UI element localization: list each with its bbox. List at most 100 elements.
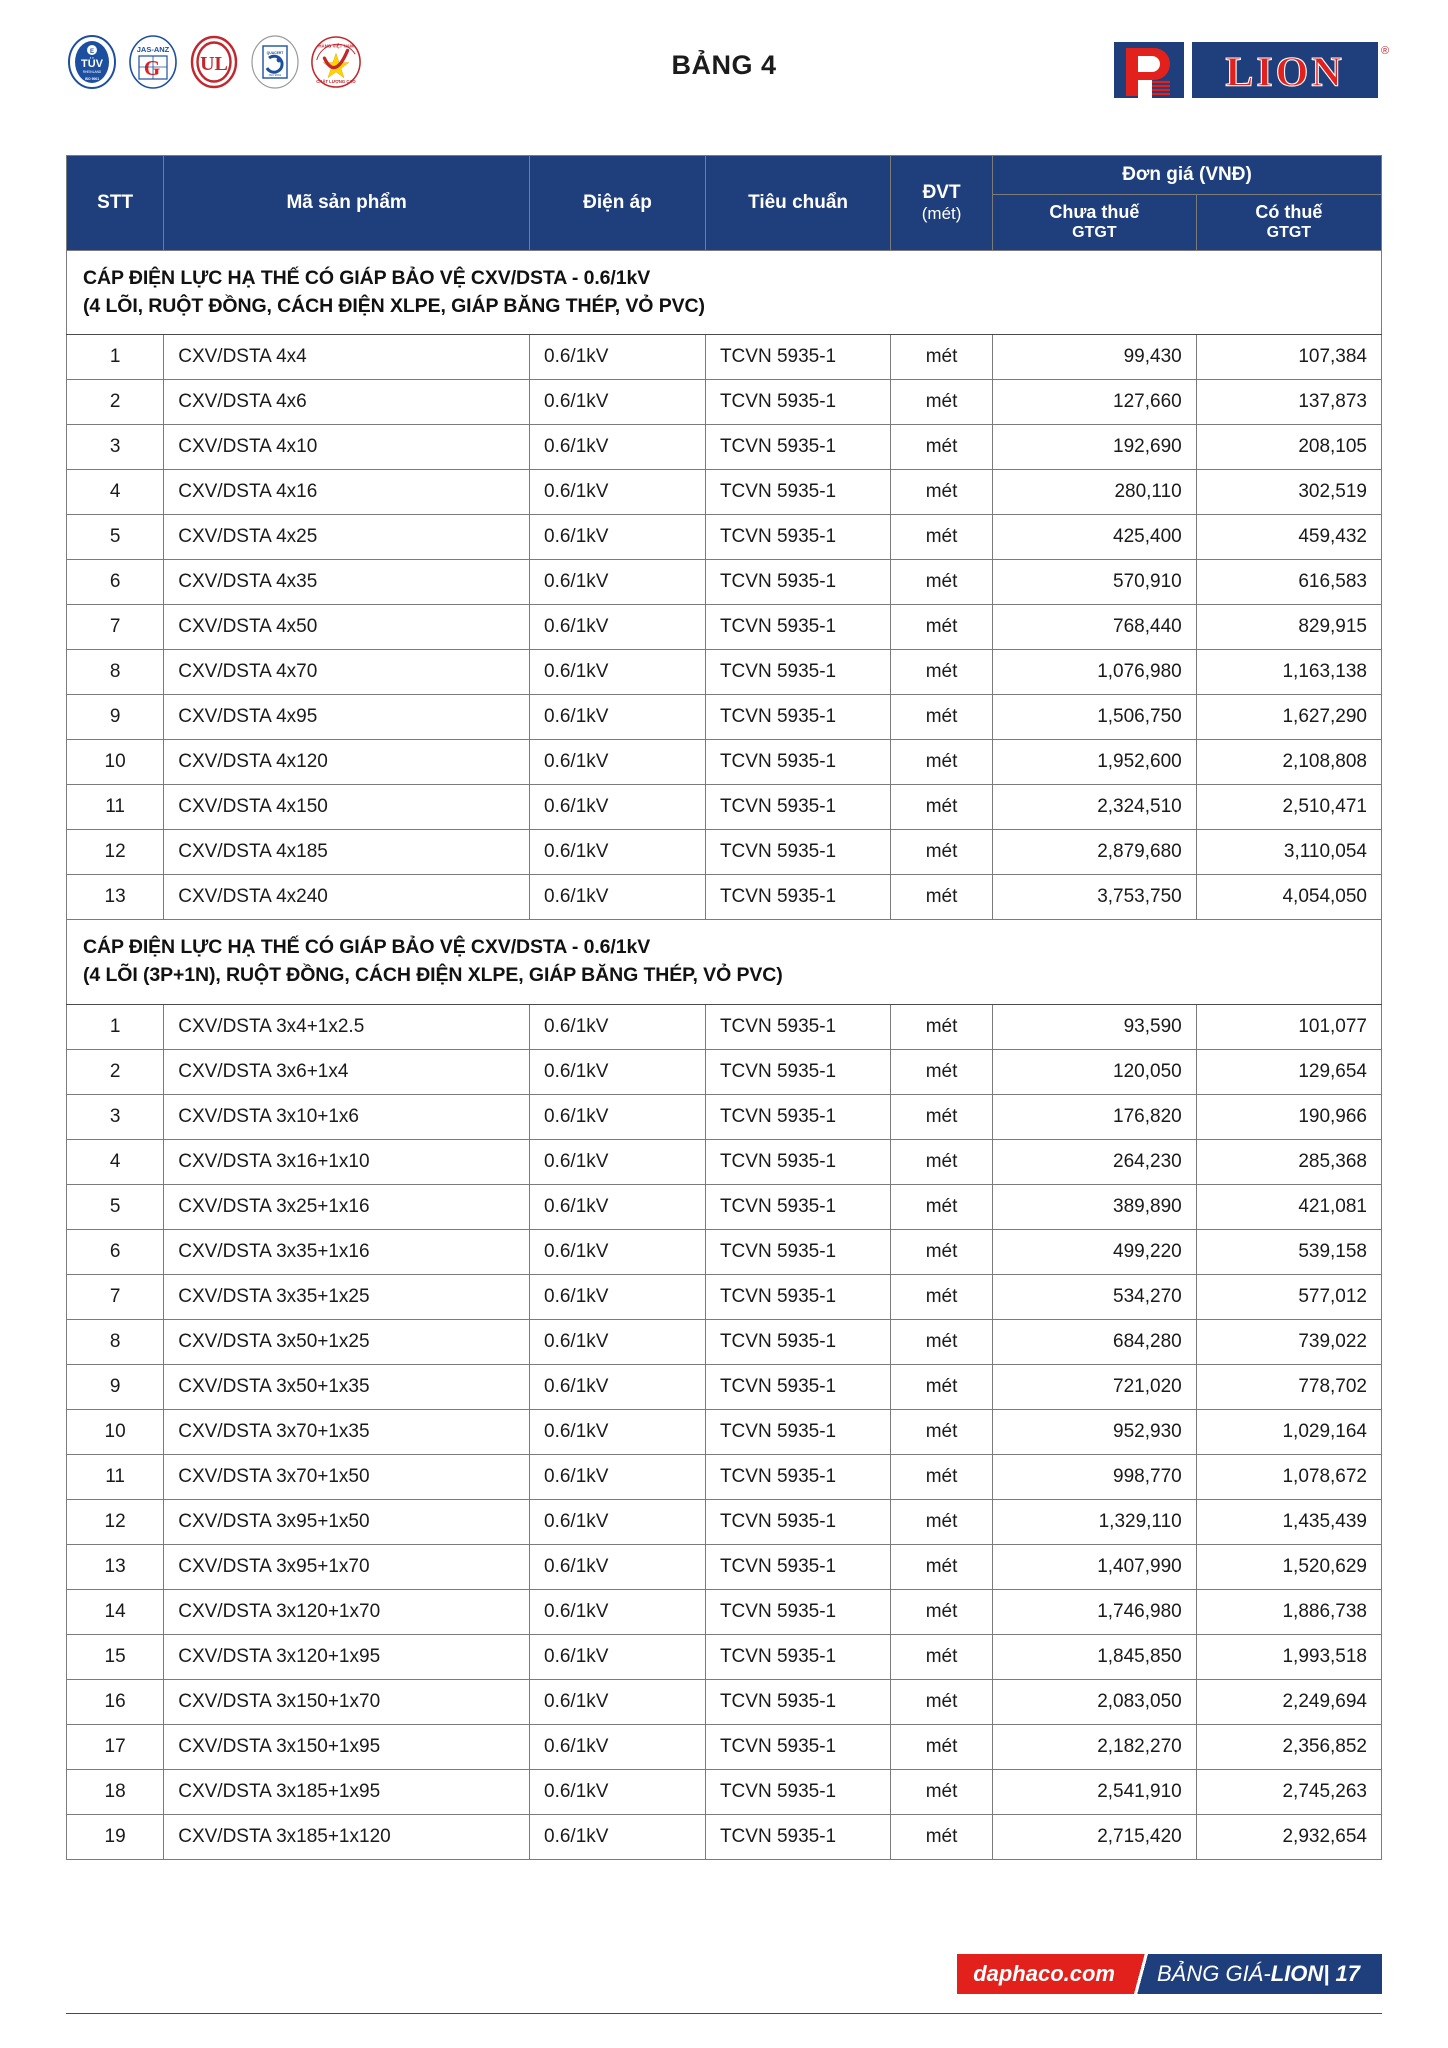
- footer-website[interactable]: daphaco.com: [957, 1954, 1129, 1994]
- section-title-line-1: CÁP ĐIỆN LỰC HẠ THẾ CÓ GIÁP BẢO VỆ CXV/D…: [83, 936, 651, 959]
- row-voltage: 0.6/1kV: [529, 604, 706, 651]
- row-standard: TCVN 5935-1: [704, 334, 892, 381]
- row-voltage: 0.6/1kV: [529, 1678, 706, 1725]
- column-header-price-before-tax: Chưa thuế GTGT: [992, 194, 1197, 251]
- row-price-before-tax: 1,952,600: [992, 739, 1197, 786]
- svg-text:CHẤT LƯỢNG CAO: CHẤT LƯỢNG CAO: [316, 79, 356, 84]
- row-price-after-tax: 1,163,138: [1195, 649, 1383, 696]
- column-header-voltage: Điện áp: [529, 155, 706, 251]
- row-price-before-tax: 389,890: [992, 1183, 1197, 1230]
- section-title-cell: CÁP ĐIỆN LỰC HẠ THẾ CÓ GIÁP BẢO VỆ CXV/D…: [66, 249, 1382, 336]
- row-stt: 3: [65, 424, 165, 471]
- table-row: 10 CXV/DSTA 3x70+1x35 0.6/1kV TCVN 5935-1 mé…: [65, 1408, 1383, 1455]
- table-row: 1 CXV/DSTA 4x4 0.6/1kV TCVN 5935-1 mét 99,430…: [65, 334, 1383, 381]
- section-title-row: CÁP ĐIỆN LỰC HẠ THẾ CÓ GIÁP BẢO VỆ CXV/D…: [66, 919, 1382, 1005]
- ul-certification-logo: UL: [188, 34, 240, 90]
- footer-page-number: | 17: [1323, 1961, 1360, 1986]
- row-price-before-tax: 2,324,510: [992, 784, 1197, 831]
- row-unit: mét: [890, 1138, 994, 1185]
- row-stt: 1: [65, 1003, 165, 1050]
- table-body: CÁP ĐIỆN LỰC HẠ THẾ CÓ GIÁP BẢO VỆ CXV/D…: [65, 249, 1383, 1860]
- row-stt: 10: [65, 1408, 165, 1455]
- svg-text:QUACERT: QUACERT: [267, 51, 285, 55]
- row-standard: TCVN 5935-1: [704, 1228, 892, 1275]
- table-row: 14 CXV/DSTA 3x120+1x70 0.6/1kV TCVN 5935-1 m…: [65, 1588, 1383, 1635]
- row-price-after-tax: 577,012: [1195, 1273, 1383, 1320]
- row-voltage: 0.6/1kV: [529, 1723, 706, 1770]
- row-price-after-tax: 190,966: [1195, 1093, 1383, 1140]
- row-product-code: CXV/DSTA 4x50: [163, 604, 531, 651]
- svg-text:®: ®: [1381, 45, 1389, 57]
- row-product-code: CXV/DSTA 4x150: [163, 784, 531, 831]
- column-header-unit-sublabel: (mét): [921, 203, 962, 223]
- row-price-before-tax: 93,590: [992, 1003, 1197, 1050]
- page-header: E TÜV RHEINLAND ISO 9001 JAS-ANZ G: [0, 34, 1448, 114]
- row-standard: TCVN 5935-1: [704, 874, 892, 921]
- row-price-after-tax: 2,108,808: [1195, 739, 1383, 786]
- table-row: 3 CXV/DSTA 3x10+1x6 0.6/1kV TCVN 5935-1 mét 1…: [65, 1093, 1383, 1140]
- row-voltage: 0.6/1kV: [529, 1633, 706, 1680]
- row-standard: TCVN 5935-1: [704, 784, 892, 831]
- row-unit: mét: [890, 1273, 994, 1320]
- row-price-after-tax: 3,110,054: [1195, 829, 1383, 876]
- row-standard: TCVN 5935-1: [704, 1408, 892, 1455]
- row-price-after-tax: 1,435,439: [1195, 1498, 1383, 1545]
- row-unit: mét: [890, 1363, 994, 1410]
- row-price-after-tax: 208,105: [1195, 424, 1383, 471]
- row-product-code: CXV/DSTA 3x50+1x25: [163, 1318, 531, 1365]
- row-price-after-tax: 778,702: [1195, 1363, 1383, 1410]
- svg-text:UL: UL: [200, 53, 228, 75]
- row-price-before-tax: 1,746,980: [992, 1588, 1197, 1635]
- svg-text:JAS-ANZ: JAS-ANZ: [137, 45, 170, 54]
- row-voltage: 0.6/1kV: [529, 334, 706, 381]
- price-after-tax-line1: Có thuế: [1255, 202, 1323, 223]
- row-stt: 19: [65, 1813, 165, 1860]
- table-row: 18 CXV/DSTA 3x185+1x95 0.6/1kV TCVN 5935-1 m…: [65, 1768, 1383, 1815]
- table-row: 13 CXV/DSTA 4x240 0.6/1kV TCVN 5935-1 mét 3,7…: [65, 874, 1383, 921]
- row-product-code: CXV/DSTA 3x120+1x70: [163, 1588, 531, 1635]
- table-row: 3 CXV/DSTA 4x10 0.6/1kV TCVN 5935-1 mét 192,6…: [65, 424, 1383, 471]
- table-row: 10 CXV/DSTA 4x120 0.6/1kV TCVN 5935-1 mét 1,9…: [65, 739, 1383, 786]
- table-header-row-2: Chưa thuế GTGT Có thuế GTGT: [67, 194, 1383, 251]
- row-price-before-tax: 2,182,270: [992, 1723, 1197, 1770]
- row-price-after-tax: 2,249,694: [1195, 1678, 1383, 1725]
- row-standard: TCVN 5935-1: [704, 1363, 892, 1410]
- row-product-code: CXV/DSTA 3x4+1x2.5: [163, 1003, 531, 1050]
- table-row: 8 CXV/DSTA 4x70 0.6/1kV TCVN 5935-1 mét 1,076…: [65, 649, 1383, 696]
- footer-label-dash: -: [1263, 1961, 1271, 1986]
- row-unit: mét: [890, 1498, 994, 1545]
- row-price-before-tax: 1,076,980: [992, 649, 1197, 696]
- row-stt: 8: [65, 649, 165, 696]
- row-unit: mét: [890, 469, 994, 516]
- row-unit: mét: [890, 1318, 994, 1365]
- row-price-before-tax: 1,506,750: [992, 694, 1197, 741]
- row-product-code: CXV/DSTA 3x16+1x10: [163, 1138, 531, 1185]
- row-unit: mét: [890, 874, 994, 921]
- column-header-price-group: Đơn giá (VNĐ): [992, 154, 1382, 196]
- row-unit: mét: [890, 1183, 994, 1230]
- row-price-before-tax: 264,230: [992, 1138, 1197, 1185]
- row-product-code: CXV/DSTA 3x25+1x16: [163, 1183, 531, 1230]
- row-price-after-tax: 4,054,050: [1195, 874, 1383, 921]
- row-voltage: 0.6/1kV: [529, 1588, 706, 1635]
- row-product-code: CXV/DSTA 3x185+1x95: [163, 1768, 531, 1815]
- section-title-line-1: CÁP ĐIỆN LỰC HẠ THẾ CÓ GIÁP BẢO VỆ CXV/D…: [83, 266, 651, 289]
- row-price-after-tax: 1,886,738: [1195, 1588, 1383, 1635]
- row-price-before-tax: 3,753,750: [992, 874, 1197, 921]
- row-product-code: CXV/DSTA 4x95: [163, 694, 531, 741]
- row-price-after-tax: 285,368: [1195, 1138, 1383, 1185]
- row-price-before-tax: 127,660: [992, 379, 1197, 426]
- row-standard: TCVN 5935-1: [704, 1498, 892, 1545]
- row-price-after-tax: 1,078,672: [1195, 1453, 1383, 1500]
- row-unit: mét: [890, 379, 994, 426]
- row-price-before-tax: 1,845,850: [992, 1633, 1197, 1680]
- row-price-before-tax: 120,050: [992, 1048, 1197, 1095]
- row-stt: 16: [65, 1678, 165, 1725]
- row-unit: mét: [890, 1768, 994, 1815]
- row-product-code: CXV/DSTA 4x25: [163, 514, 531, 561]
- row-standard: TCVN 5935-1: [704, 1588, 892, 1635]
- row-standard: TCVN 5935-1: [704, 1273, 892, 1320]
- row-product-code: CXV/DSTA 4x35: [163, 559, 531, 606]
- table-row: 12 CXV/DSTA 3x95+1x50 0.6/1kV TCVN 5935-1 mé…: [65, 1498, 1383, 1545]
- table-row: 5 CXV/DSTA 3x25+1x16 0.6/1kV TCVN 5935-1 mét…: [65, 1183, 1383, 1230]
